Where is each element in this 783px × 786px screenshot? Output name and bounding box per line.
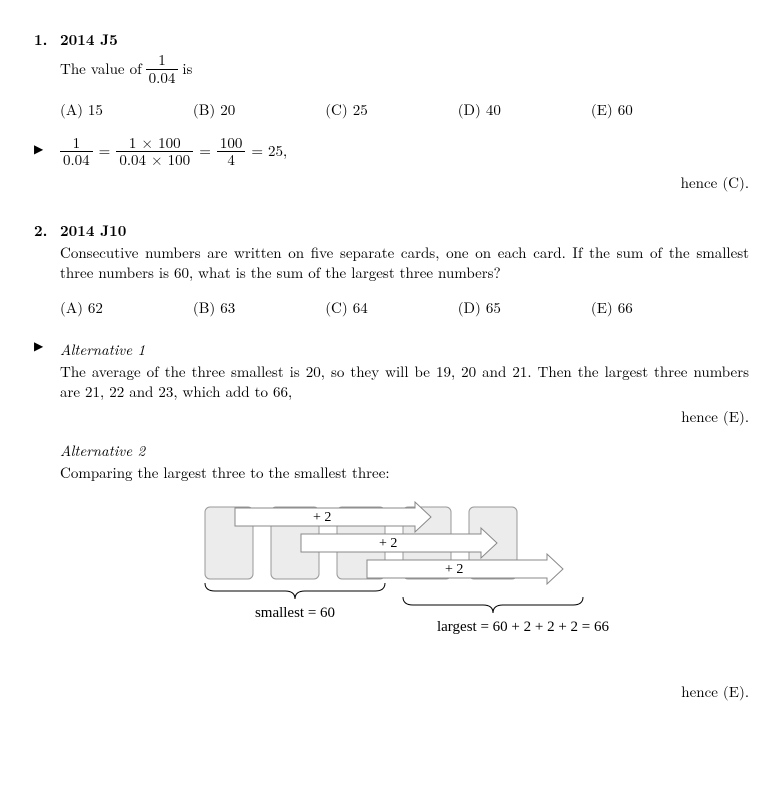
alt1-heading: Alternative 1	[60, 340, 749, 360]
solution: 10.04 = 1 × 1000.04 × 100 = 1004 = 25, h…	[60, 135, 749, 193]
eq-tail: = 25,	[251, 141, 287, 161]
choice-c: (C) 64	[325, 298, 368, 318]
alt2-heading: Alternative 2	[60, 441, 749, 461]
alt1-text: The average of the three smallest is 20,…	[60, 362, 749, 403]
problem-1: 1. 2014 J5 The value of 1 0.04 is (A) 15…	[34, 30, 749, 193]
problem-stem: The value of 1 0.04 is	[60, 52, 749, 86]
stem-text-post: is	[182, 59, 192, 79]
choice-b: (B) 20	[193, 100, 235, 120]
svg-text:smallest = 60: smallest = 60	[254, 605, 334, 621]
choice-c: (C) 25	[325, 100, 368, 120]
svg-text:+ 2: + 2	[379, 536, 397, 551]
choice-a: (A) 62	[60, 298, 103, 318]
frac-den: 0.04	[146, 70, 179, 87]
choice-b: (B) 63	[193, 298, 235, 318]
svg-text:largest = 60 + 2 + 2 + 2 = 66: largest = 60 + 2 + 2 + 2 = 66	[436, 619, 609, 635]
problem-title: 2014 J5	[60, 30, 118, 50]
equation-line: 10.04 = 1 × 1000.04 × 100 = 1004 = 25,	[60, 135, 749, 169]
f2d: 0.04 × 100	[116, 152, 193, 169]
stem-text-pre: The value of	[60, 59, 142, 79]
choice-e: (E) 66	[591, 298, 633, 318]
choice-e: (E) 60	[591, 100, 633, 120]
choice-d: (D) 65	[458, 298, 501, 318]
hence-line: hence (C).	[60, 173, 749, 193]
eq-sign: =	[99, 141, 111, 161]
problem-title: 2014 J10	[60, 221, 126, 241]
f1d: 0.04	[60, 152, 93, 169]
fraction: 1 0.04	[146, 52, 179, 86]
choices: (A) 15 (B) 20 (C) 25 (D) 40 (E) 60	[60, 100, 749, 120]
problem-stem: Consecutive numbers are written on five …	[60, 243, 749, 284]
choice-a: (A) 15	[60, 100, 103, 120]
svg-text:+ 2: + 2	[313, 510, 331, 525]
choices: (A) 62 (B) 63 (C) 64 (D) 65 (E) 66	[60, 298, 749, 318]
alt2-text: Comparing the largest three to the small…	[60, 463, 749, 483]
cards-diagram: + 2 + 2 + 2 smallest = 60 largest = 60 + 2 +…	[145, 493, 665, 658]
problem-number: 1.	[34, 30, 60, 50]
triangle-icon: ▶	[34, 332, 60, 354]
solution: Alternative 1 The average of the three s…	[60, 332, 749, 703]
choice-d: (D) 40	[458, 100, 501, 120]
problem-2: 2. 2014 J10 Consecutive numbers are writ…	[34, 221, 749, 703]
svg-text:+ 2: + 2	[445, 562, 463, 577]
eq-sign: =	[199, 141, 211, 161]
f3d: 4	[217, 152, 246, 169]
triangle-icon: ▶	[34, 135, 60, 157]
hence-line: hence (E).	[60, 682, 749, 702]
hence-line: hence (E).	[60, 407, 749, 427]
problem-number: 2.	[34, 221, 60, 241]
